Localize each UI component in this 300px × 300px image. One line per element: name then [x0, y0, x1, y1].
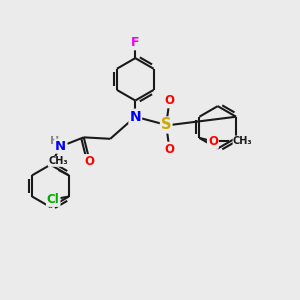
Text: N: N [130, 110, 141, 124]
Text: O: O [208, 135, 218, 148]
Text: CH₃: CH₃ [233, 136, 253, 146]
Text: O: O [164, 94, 174, 107]
Text: F: F [131, 36, 140, 49]
Text: N: N [55, 140, 66, 153]
Text: H: H [50, 136, 59, 146]
Text: S: S [161, 118, 171, 133]
Text: Cl: Cl [47, 193, 60, 206]
Text: CH₃: CH₃ [48, 157, 68, 166]
Text: O: O [85, 155, 94, 168]
Text: O: O [164, 142, 174, 156]
